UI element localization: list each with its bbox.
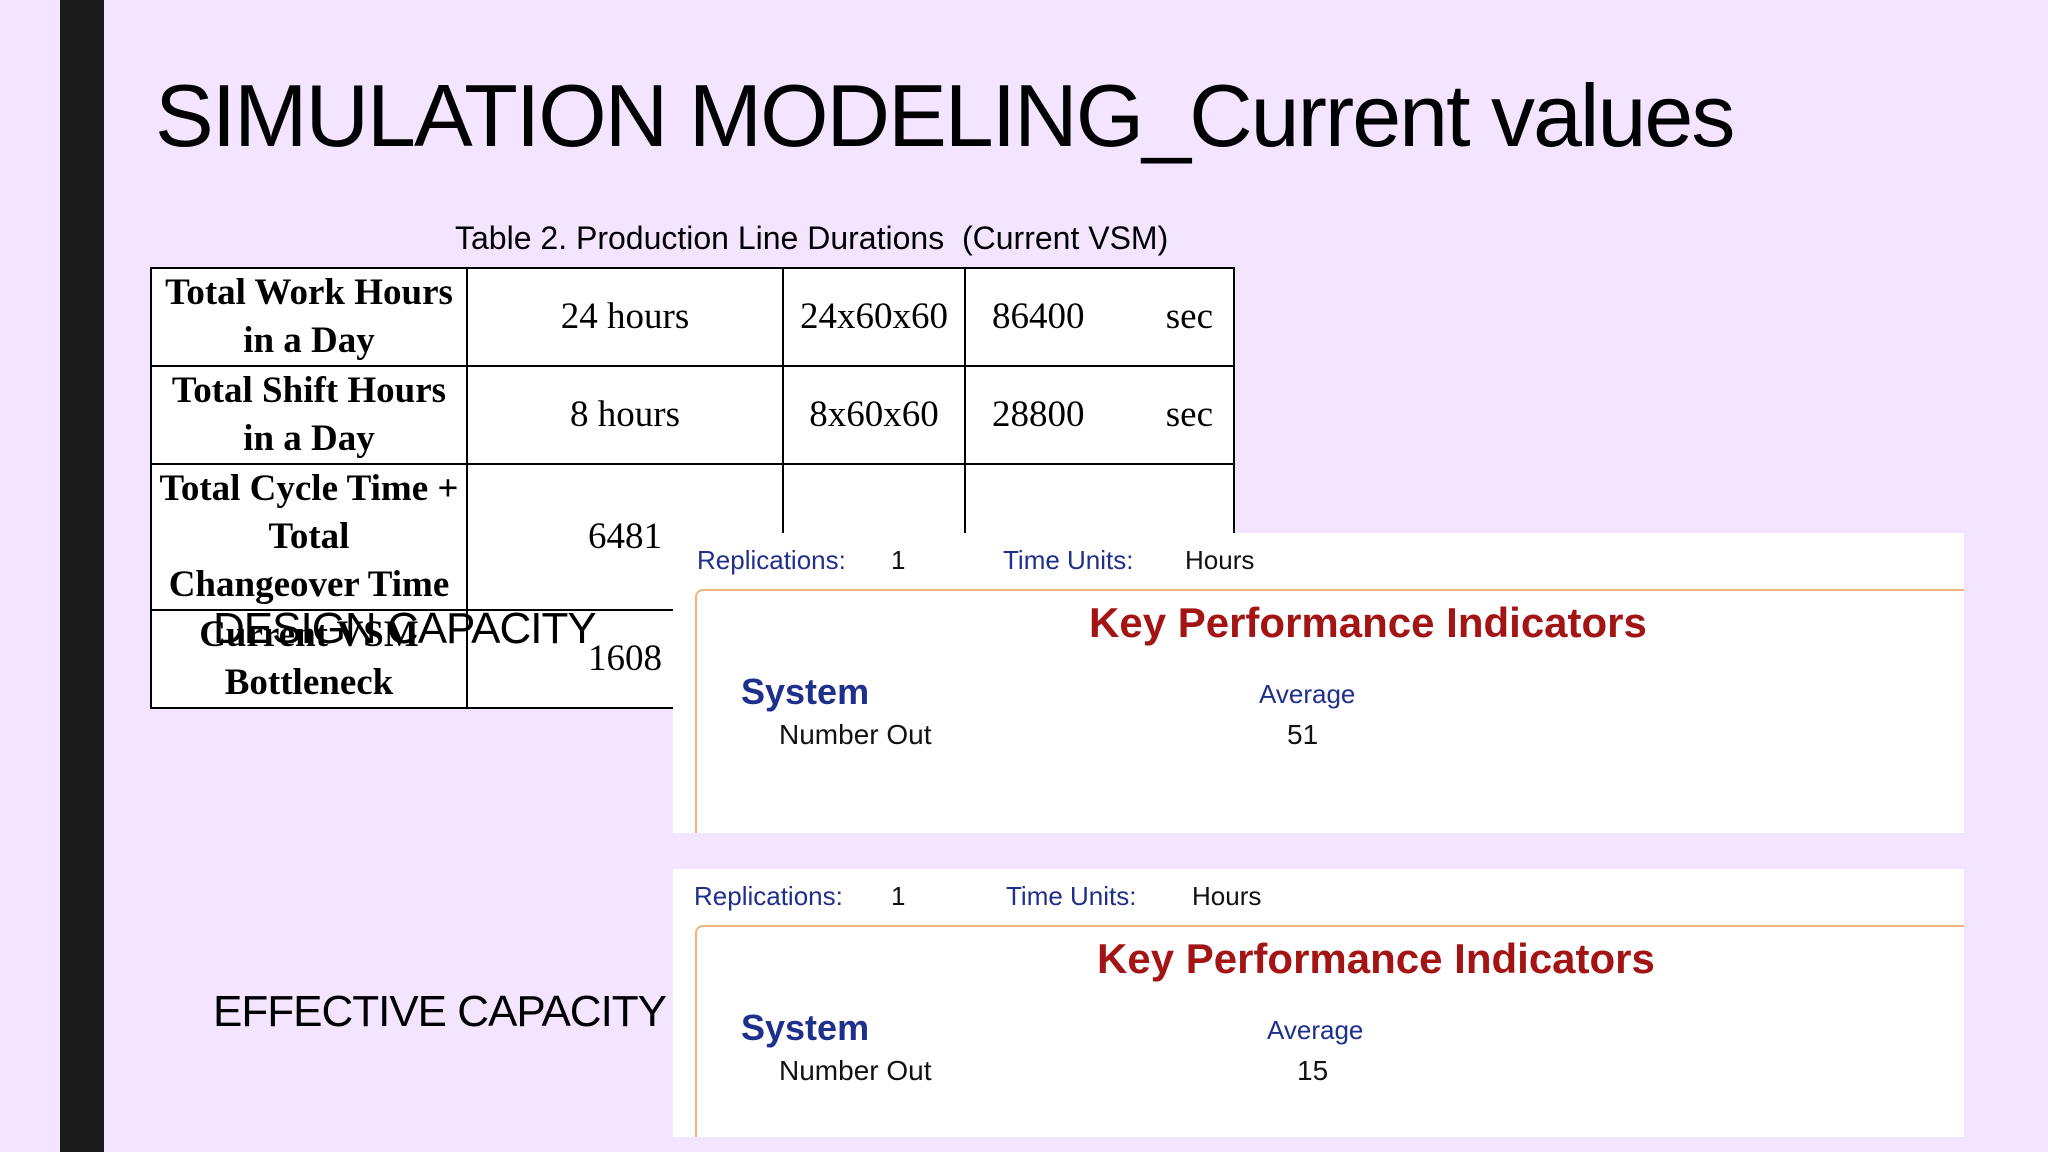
time-units-value: Hours bbox=[1192, 881, 1262, 911]
formula-cell: 24x60x60 bbox=[782, 267, 966, 367]
row-label: Total Cycle Time + Total Changeover Time bbox=[150, 463, 468, 611]
kpi-title: Key Performance Indicators bbox=[1089, 599, 1647, 646]
time-units-value: Hours bbox=[1185, 545, 1255, 575]
seconds-value: 86400 bbox=[992, 296, 1085, 337]
system-label: System bbox=[741, 1007, 870, 1048]
effective-kpi-report: Replications: 1 Time Units: Hours Key Pe… bbox=[673, 869, 1964, 1137]
row-label: Current VSM Bottleneck bbox=[150, 609, 468, 709]
number-out-label: Number Out bbox=[779, 719, 932, 750]
hours-cell: 24 hours bbox=[466, 267, 784, 367]
report-header: Replications: 1 Time Units: Hours bbox=[673, 533, 1964, 589]
slide-title: SIMULATION MODELING_Current values bbox=[155, 66, 1735, 165]
seconds-unit: sec bbox=[1165, 394, 1213, 435]
time-units-label: Time Units: bbox=[1003, 545, 1134, 575]
number-out-label: Number Out bbox=[779, 1055, 932, 1086]
row-label-line: Changeover Time bbox=[168, 564, 450, 605]
row-label: Total Work Hours in a Day bbox=[150, 267, 468, 367]
seconds-cell: 28800 sec bbox=[964, 365, 1235, 465]
average-label: Average bbox=[1259, 679, 1356, 709]
formula-cell: 8x60x60 bbox=[782, 365, 966, 465]
replications-value: 1 bbox=[891, 881, 906, 911]
design-kpi-report: Replications: 1 Time Units: Hours Key Pe… bbox=[673, 533, 1964, 833]
system-label: System bbox=[741, 671, 870, 712]
design-capacity-label: DESIGN CAPACITY bbox=[213, 604, 597, 653]
hours-cell: 8 hours bbox=[466, 365, 784, 465]
number-out-value: 15 bbox=[1297, 1055, 1329, 1086]
row-label: Total Shift Hours in a Day bbox=[150, 365, 468, 465]
replications-value: 1 bbox=[891, 545, 906, 575]
seconds-cell: 86400 sec bbox=[964, 267, 1235, 367]
seconds-unit: sec bbox=[1165, 296, 1213, 337]
table-row: Total Work Hours in a Day 24 hours 24x60… bbox=[150, 267, 1235, 367]
kpi-title: Key Performance Indicators bbox=[1097, 935, 1655, 982]
row-label-line: Total Cycle Time + Total bbox=[159, 468, 459, 557]
report-body: Key Performance Indicators System Averag… bbox=[695, 925, 1964, 1137]
seconds-value: 28800 bbox=[992, 394, 1085, 435]
table-row: Total Shift Hours in a Day 8 hours 8x60x… bbox=[150, 365, 1235, 465]
table-caption: Table 2. Production Line Durations (Curr… bbox=[455, 220, 1169, 256]
replications-label: Replications: bbox=[697, 545, 846, 575]
left-accent-bar bbox=[60, 0, 104, 1152]
effective-capacity-label: EFFECTIVE CAPACITY bbox=[213, 987, 667, 1036]
report-body: Key Performance Indicators System Averag… bbox=[695, 589, 1964, 833]
replications-label: Replications: bbox=[694, 881, 843, 911]
time-units-label: Time Units: bbox=[1006, 881, 1137, 911]
average-label: Average bbox=[1267, 1015, 1364, 1045]
report-header: Replications: 1 Time Units: Hours bbox=[673, 869, 1964, 925]
number-out-value: 51 bbox=[1287, 719, 1319, 750]
